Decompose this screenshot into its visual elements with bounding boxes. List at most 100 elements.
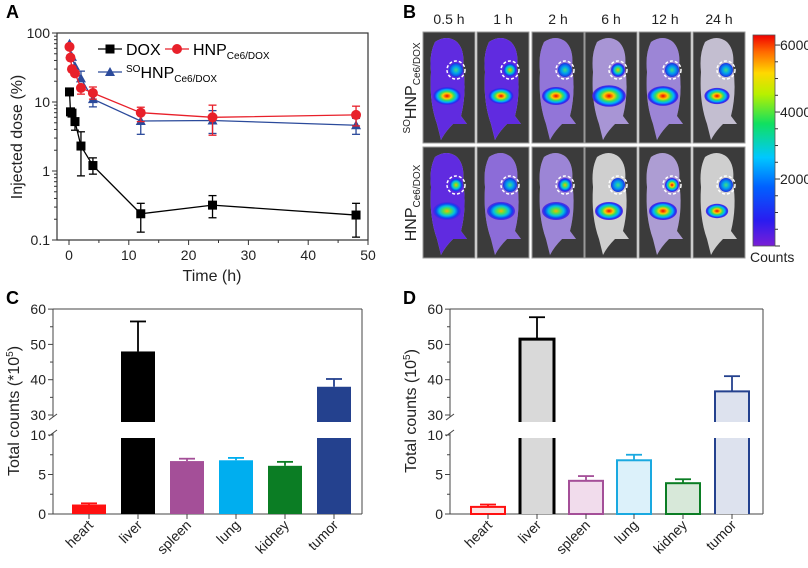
- y-tick-label: 0.1: [31, 232, 51, 248]
- tumor-circle-marker: [555, 175, 575, 195]
- y-axis-title: Total counts (105): [402, 349, 420, 473]
- data-point-circle: [75, 82, 86, 93]
- row-label: HNPCe6/DOX: [403, 164, 423, 241]
- bar-liver: [121, 320, 155, 514]
- mouse-image-tile: [422, 31, 476, 144]
- data-point-square: [208, 200, 218, 210]
- plot-frame: [56, 32, 369, 241]
- bar-outline: [518, 337, 556, 514]
- series-square: [64, 87, 361, 238]
- mouse-image-tile: [476, 31, 530, 144]
- panel-c-bar-chart: 0 5 10 30 40 50 60 Total counts (*105) heart live…: [5, 301, 363, 557]
- timepoint-label: 0.5 h: [433, 11, 464, 27]
- tumor-signal: [503, 63, 517, 77]
- tumor-signal: [665, 63, 679, 77]
- tumor-circle-marker: [662, 60, 682, 80]
- liver-signal: [647, 86, 679, 106]
- x-tick-label: 30: [241, 247, 257, 263]
- tumor-circle-marker: [446, 175, 466, 195]
- tumor-signal: [558, 63, 572, 77]
- bar-kidney: [665, 478, 701, 516]
- legend-entry: HNPCe6/DOX: [193, 42, 270, 62]
- label-subscript: Ce6/DOX: [412, 42, 423, 85]
- colorbar-gradient: [752, 34, 776, 247]
- tumor-signal: [558, 178, 572, 192]
- bar-lower-segment: [317, 438, 351, 514]
- liver-signal: [433, 202, 461, 220]
- y-tick-label: 10: [30, 427, 46, 443]
- y-tick-label: 60: [30, 301, 46, 317]
- data-point-circle: [351, 109, 362, 120]
- category-label: tumor: [702, 517, 739, 554]
- liver-signal: [649, 202, 677, 220]
- panel-d-bar-chart: 0 5 10 30 40 50 60 Total counts (105) heart liver…: [402, 301, 764, 557]
- bar-liver: [518, 316, 556, 514]
- tumor-circle-marker: [662, 175, 682, 195]
- data-point-circle: [207, 112, 218, 123]
- label-subscript: Ce6/DOX: [227, 51, 270, 62]
- x-tick-label: 20: [181, 247, 197, 263]
- y-tick-label: 30: [427, 407, 443, 423]
- y-tick-label: 1: [42, 163, 50, 179]
- label-superscript: SO: [402, 119, 413, 134]
- tumor-signal: [719, 63, 733, 77]
- bar-tumor: [714, 375, 750, 514]
- label-superscript: SO: [126, 64, 141, 75]
- x-tick-label: 40: [300, 247, 316, 263]
- label-subscript: Ce6/DOX: [412, 164, 423, 207]
- colorbar-label: Counts: [750, 249, 794, 265]
- label-main: DOX: [126, 42, 161, 59]
- category-label: spleen: [553, 517, 593, 557]
- tumor-circle-marker: [500, 60, 520, 80]
- tumor-signal: [611, 178, 625, 192]
- liver-signal: [595, 202, 623, 220]
- colorbar-tick-label: 2000: [780, 171, 808, 187]
- y-tick-label: 50: [30, 336, 46, 352]
- mouse-image-tile: [584, 31, 638, 144]
- label-subscript: Ce6/DOX: [174, 74, 217, 85]
- liver-signal: [542, 87, 570, 105]
- category-label: kidney: [252, 517, 292, 557]
- y-tick-label: 10: [34, 94, 50, 110]
- colorbar: 6000 4000 2000 Counts: [750, 34, 808, 265]
- tumor-circle-marker: [608, 60, 628, 80]
- bar: [219, 460, 253, 514]
- data-point-circle: [69, 68, 80, 79]
- panel-a-line-chart: 0 10 20 30 40 50 0.1 1 10 100 Time (h) Injected dos…: [9, 25, 376, 285]
- liver-signal: [592, 85, 626, 107]
- timepoint-label: 2 h: [548, 11, 567, 27]
- bar: [268, 465, 302, 514]
- tumor-circle-marker: [716, 175, 736, 195]
- data-point-circle: [64, 41, 75, 52]
- y-axis-title: Total counts (*105): [5, 346, 23, 476]
- bar-lung: [219, 457, 253, 514]
- data-point-triangle: [105, 67, 115, 76]
- panel-letter-a: A: [6, 2, 19, 22]
- bar-heart: [72, 502, 106, 514]
- panel-letter-c: C: [6, 288, 19, 308]
- liver-signal: [487, 202, 515, 220]
- data-point-square: [70, 117, 80, 127]
- tumor-signal: [449, 178, 463, 192]
- category-label: lung: [213, 517, 243, 547]
- y-tick-label: 0: [435, 506, 443, 522]
- bar: [665, 482, 701, 516]
- mouse-image-tile: [584, 146, 638, 259]
- legend-entry: DOX: [126, 42, 161, 59]
- category-label: spleen: [154, 517, 194, 557]
- mouse-image-tile: [422, 146, 476, 259]
- bar: [170, 461, 204, 514]
- tumor-signal: [665, 178, 679, 192]
- mouse-image-tile: [531, 146, 585, 259]
- bar-outline: [714, 390, 750, 514]
- label-main: HNP: [403, 208, 420, 242]
- y-tick-label: 50: [427, 336, 443, 352]
- mouse-image-tile: [638, 31, 692, 144]
- bar-spleen: [170, 457, 204, 514]
- category-label: heart: [62, 517, 96, 551]
- bar-kidney: [268, 460, 302, 514]
- tumor-circle-marker: [555, 60, 575, 80]
- y-tick-label: 40: [427, 372, 443, 388]
